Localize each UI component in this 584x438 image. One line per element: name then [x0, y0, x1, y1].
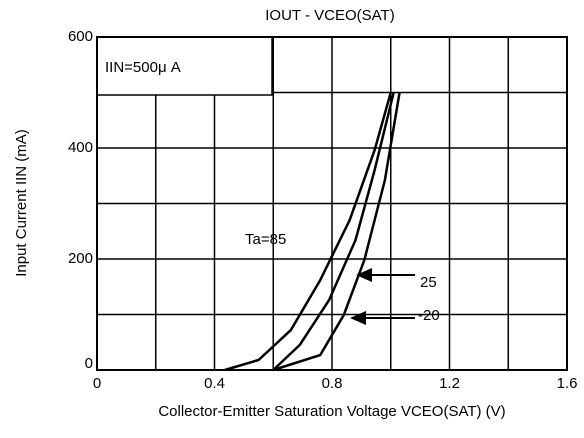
y-tick-label: 200: [68, 250, 93, 267]
curves: [224, 92, 401, 372]
condition-box: [96, 36, 273, 96]
x-tick-label: 1.6: [557, 375, 578, 392]
x-tick-label: 0: [93, 375, 101, 392]
curve: [272, 92, 401, 372]
arrow-head: [356, 268, 372, 282]
curve: [272, 92, 395, 371]
chart-title: IOUT - VCEO(SAT): [265, 7, 394, 24]
annotation: Ta=85: [245, 231, 286, 248]
condition-label: IIN=500μ A: [105, 59, 181, 76]
y-tick-label: 400: [68, 139, 93, 156]
y-axis-label: Input Current IIN (mA): [13, 129, 30, 277]
annotation: -20: [418, 307, 440, 324]
annotation: 25: [420, 274, 437, 291]
y-tick-label: 0: [85, 355, 93, 372]
x-axis-label: Collector-Emitter Saturation Voltage VCE…: [158, 403, 505, 420]
plot-frame: [96, 36, 568, 371]
curve: [224, 92, 392, 372]
arrow-head: [350, 311, 366, 325]
y-tick-label: 600: [68, 28, 93, 45]
x-tick-label: 0.4: [204, 375, 225, 392]
x-tick-label: 1.2: [439, 375, 460, 392]
x-tick-label: 0.8: [322, 375, 343, 392]
